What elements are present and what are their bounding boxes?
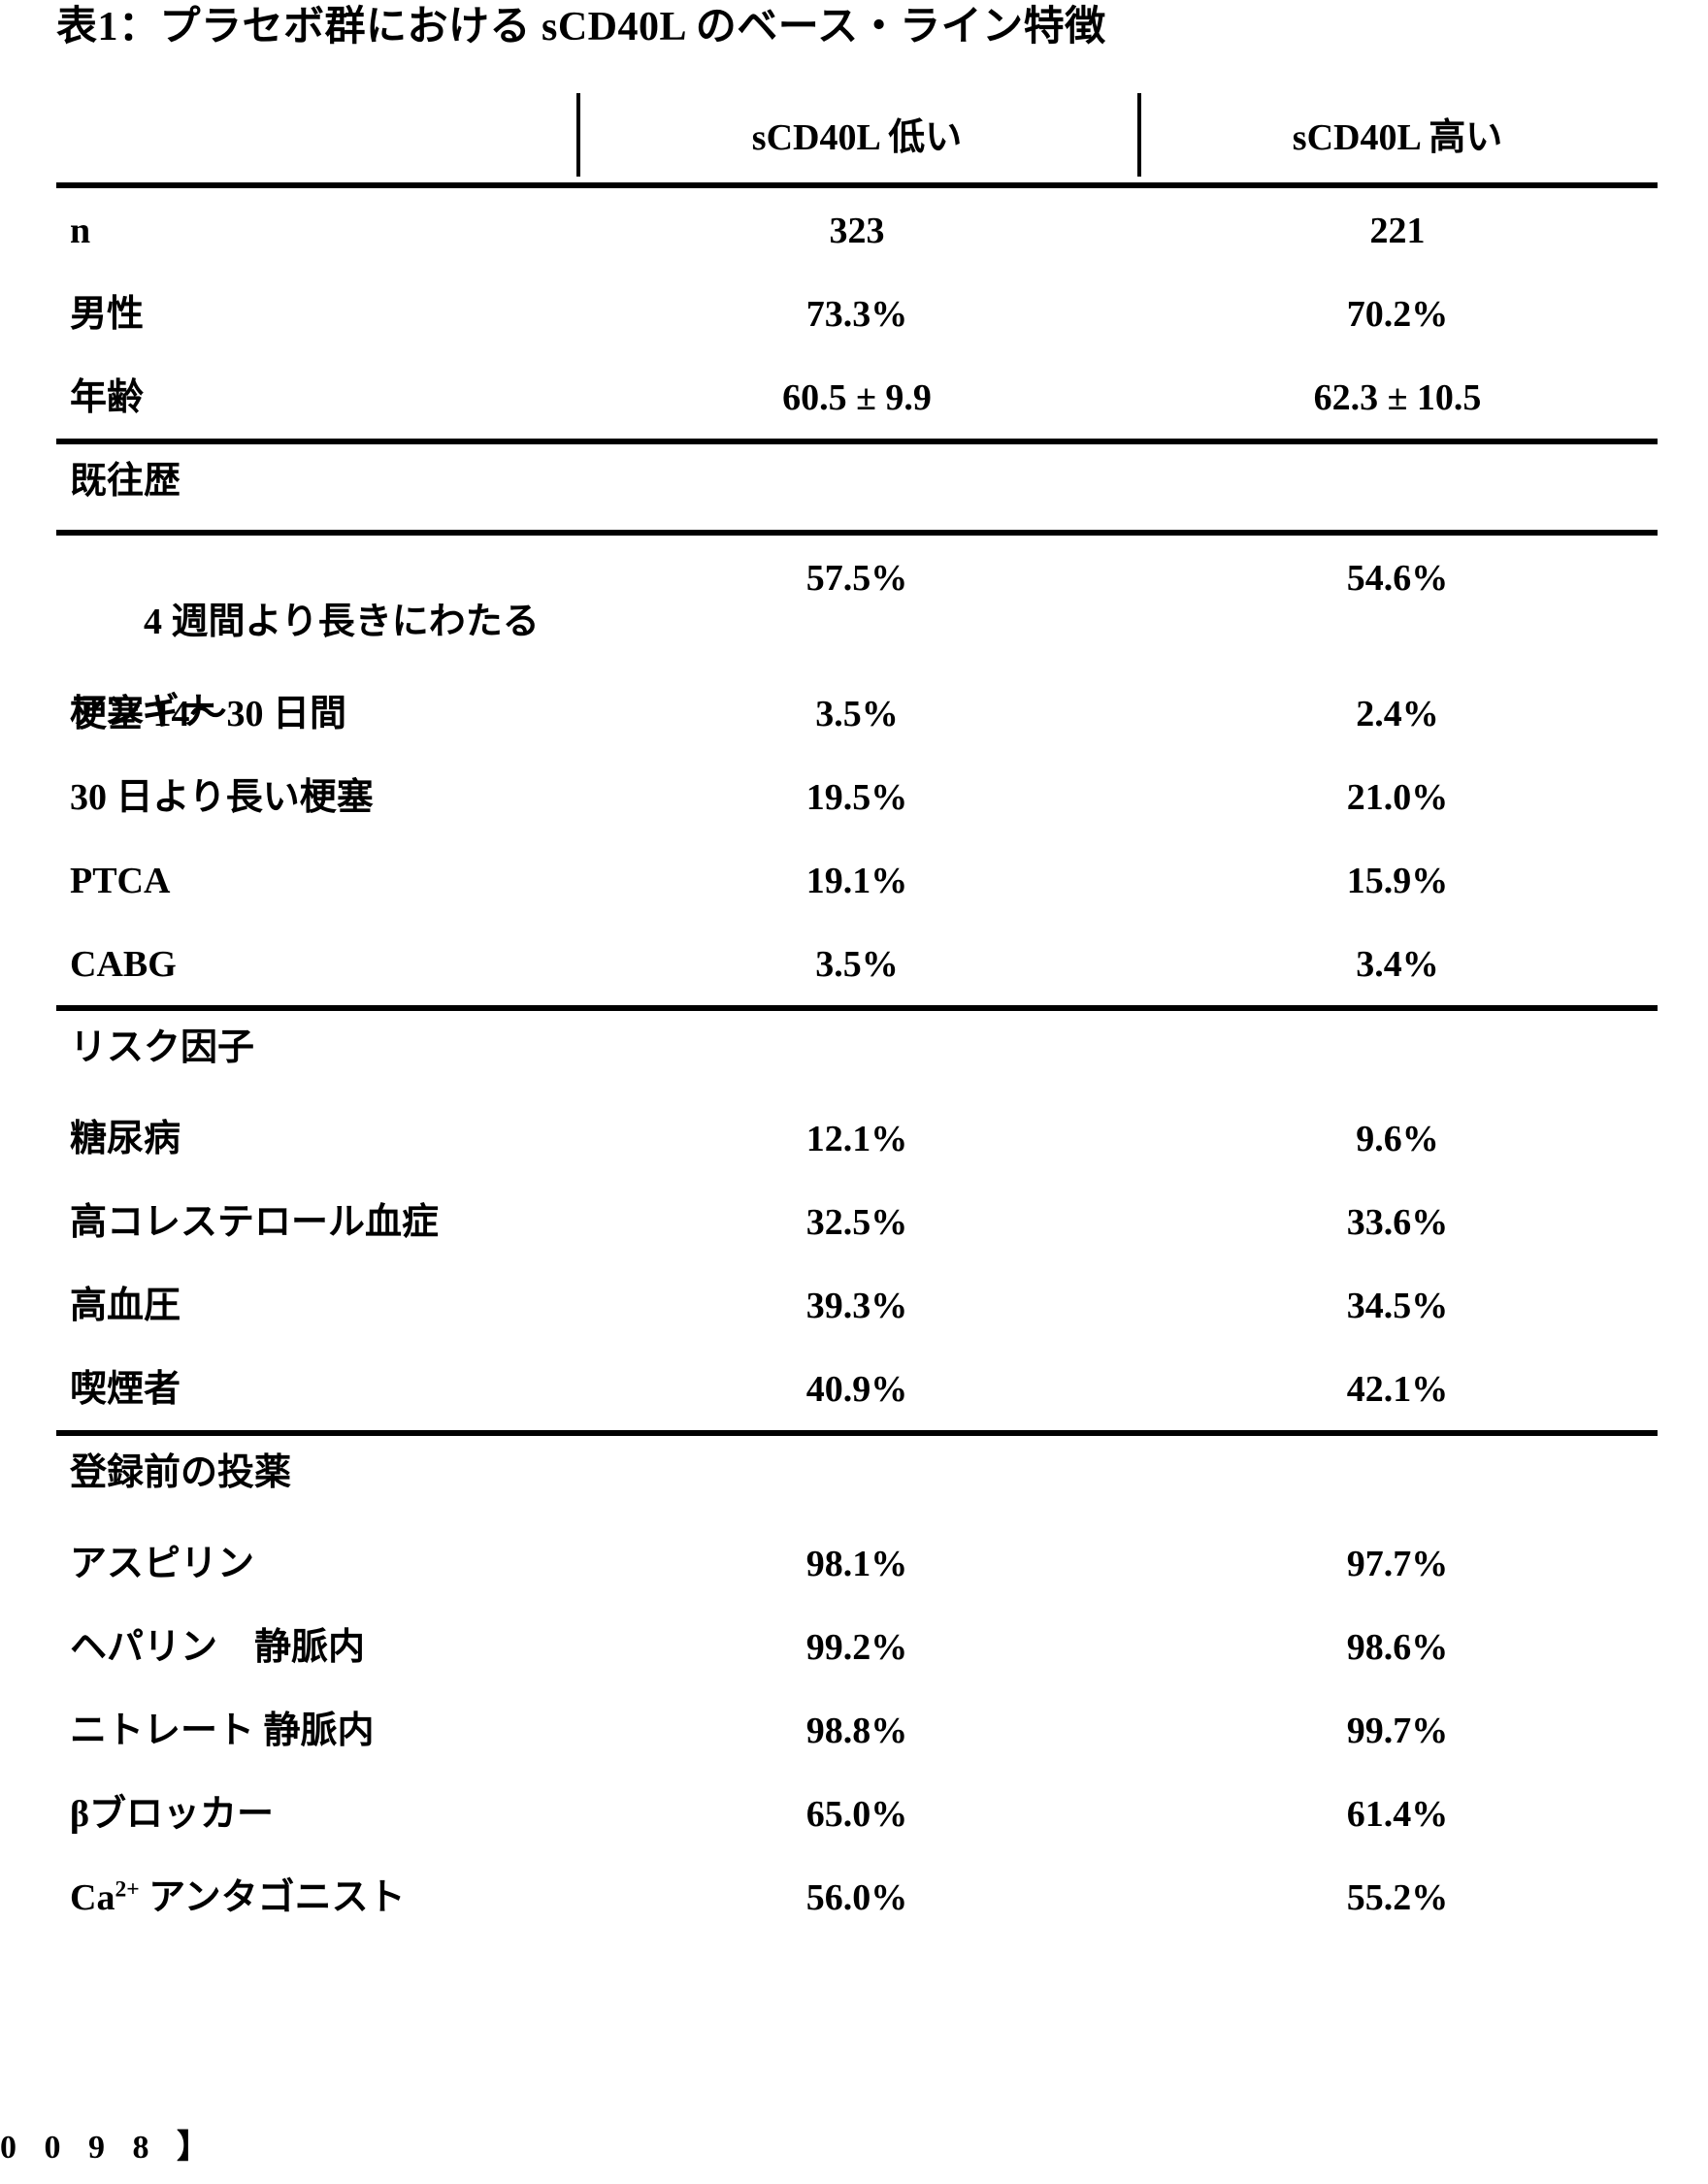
table-row: PTCA 19.1% 15.9% bbox=[56, 838, 1658, 922]
row-value-high: 33.6% bbox=[1137, 1201, 1658, 1245]
row-value-low: 40.9% bbox=[576, 1368, 1137, 1412]
row-label: 高血圧 bbox=[70, 1285, 613, 1328]
row-label: PTCA bbox=[70, 860, 613, 903]
row-value-high: 34.5% bbox=[1137, 1285, 1658, 1328]
row-label: ニトレート 静脈内 bbox=[70, 1710, 613, 1753]
row-value-high: 9.6% bbox=[1137, 1118, 1658, 1161]
table-row: βブロッカー 65.0% 61.4% bbox=[56, 1772, 1658, 1855]
row-value-high: 2.4% bbox=[1137, 693, 1658, 736]
row-label: アスピリン bbox=[70, 1543, 613, 1586]
section-heading-premedication: 登録前の投薬 bbox=[70, 1451, 291, 1495]
row-value-low: 39.3% bbox=[576, 1285, 1137, 1328]
row-value-low: 60.5 ± 9.9 bbox=[576, 376, 1137, 420]
table-row: 梗塞 14〜30 日間 3.5% 2.4% bbox=[56, 671, 1658, 755]
row-value-high: 42.1% bbox=[1137, 1368, 1658, 1412]
row-value-high: 70.2% bbox=[1137, 293, 1658, 337]
table-row: 高コレステロール血症 32.5% 33.6% bbox=[56, 1180, 1658, 1263]
table-row: ヘパリン 静脈内 99.2% 98.6% bbox=[56, 1605, 1658, 1688]
row-value-low: 56.0% bbox=[576, 1876, 1137, 1920]
table-row: Ca2+ アンタゴニスト 56.0% 55.2% bbox=[56, 1855, 1658, 1939]
row-value-high: 99.7% bbox=[1137, 1710, 1658, 1753]
row-label: βブロッカー bbox=[70, 1793, 613, 1837]
row-label: 糖尿病 bbox=[70, 1118, 613, 1161]
baseline-characteristics-table: sCD40L 低い sCD40L 高い n 323 221 男性 73.3% 7… bbox=[56, 93, 1658, 1939]
page-title: 表1：プラセボ群における sCD40L のベース・ライン特徴 bbox=[56, 4, 1106, 50]
table-row: 年齢 60.5 ± 9.9 62.3 ± 10.5 bbox=[56, 355, 1658, 439]
row-label-line1: 4 週間より長きにわたる bbox=[144, 602, 540, 642]
row-value-high: 3.4% bbox=[1137, 943, 1658, 987]
table-row: 糖尿病 12.1% 9.6% bbox=[56, 1096, 1658, 1180]
table-header-row: sCD40L 低い sCD40L 高い bbox=[56, 93, 1658, 182]
section-heading-row: 登録前の投薬 bbox=[56, 1436, 1658, 1521]
section-heading-medical-history: 既往歴 bbox=[70, 460, 181, 504]
column-header-scd40l-low: sCD40L 低い bbox=[576, 107, 1137, 160]
section-heading-row: リスク因子 bbox=[56, 1011, 1658, 1096]
row-value-high: 221 bbox=[1137, 210, 1658, 253]
row-value-low: 19.5% bbox=[576, 776, 1137, 820]
document-page: 表1：プラセボ群における sCD40L のベース・ライン特徴 sCD40L 低い… bbox=[0, 0, 1708, 2184]
row-label: 男性 bbox=[70, 293, 613, 337]
row-value-high: 21.0% bbox=[1137, 776, 1658, 820]
row-value-high: 15.9% bbox=[1137, 860, 1658, 903]
table-row: ニトレート 静脈内 98.8% 99.7% bbox=[56, 1688, 1658, 1772]
row-value-high: 54.6% bbox=[1137, 557, 1658, 601]
row-value-low: 19.1% bbox=[576, 860, 1137, 903]
row-value-low: 65.0% bbox=[576, 1793, 1137, 1837]
row-label: Ca2+ アンタゴニスト bbox=[70, 1876, 613, 1920]
row-value-high: 55.2% bbox=[1137, 1876, 1658, 1920]
row-label: 年齢 bbox=[70, 376, 613, 420]
table-row: 4 週間より長きにわたる アンギナ 57.5% 54.6% bbox=[56, 536, 1658, 671]
row-label: CABG bbox=[70, 943, 613, 987]
table-row: 喫煙者 40.9% 42.1% bbox=[56, 1347, 1658, 1430]
column-header-scd40l-high: sCD40L 高い bbox=[1137, 107, 1658, 160]
row-value-low: 3.5% bbox=[576, 943, 1137, 987]
row-value-low: 323 bbox=[576, 210, 1137, 253]
row-label: 梗塞 14〜30 日間 bbox=[70, 693, 613, 736]
page-footer-number: 0 0 9 8 】 bbox=[0, 2120, 219, 2168]
row-label: 高コレステロール血症 bbox=[70, 1201, 613, 1245]
row-value-low: 98.8% bbox=[576, 1710, 1137, 1753]
row-value-low: 73.3% bbox=[576, 293, 1137, 337]
row-value-low: 3.5% bbox=[576, 693, 1137, 736]
row-value-low: 32.5% bbox=[576, 1201, 1137, 1245]
row-label: n bbox=[70, 210, 613, 253]
row-value-low: 99.2% bbox=[576, 1626, 1137, 1670]
row-label: ヘパリン 静脈内 bbox=[70, 1626, 613, 1670]
table-row: n 323 221 bbox=[56, 188, 1658, 272]
row-value-high: 62.3 ± 10.5 bbox=[1137, 376, 1658, 420]
row-label: 喫煙者 bbox=[70, 1368, 613, 1412]
row-value-low: 57.5% bbox=[576, 557, 1137, 601]
table-row: CABG 3.5% 3.4% bbox=[56, 922, 1658, 1005]
row-value-high: 61.4% bbox=[1137, 1793, 1658, 1837]
table-row: 30 日より長い梗塞 19.5% 21.0% bbox=[56, 755, 1658, 838]
section-heading-risk-factors: リスク因子 bbox=[70, 1027, 254, 1070]
row-value-high: 97.7% bbox=[1137, 1543, 1658, 1586]
row-value-high: 98.6% bbox=[1137, 1626, 1658, 1670]
table-row: 男性 73.3% 70.2% bbox=[56, 272, 1658, 355]
section-heading-row: 既往歴 bbox=[56, 444, 1658, 530]
row-value-low: 12.1% bbox=[576, 1118, 1137, 1161]
row-label: 30 日より長い梗塞 bbox=[70, 776, 613, 820]
table-row: 高血圧 39.3% 34.5% bbox=[56, 1263, 1658, 1347]
row-value-low: 98.1% bbox=[576, 1543, 1137, 1586]
table-row: アスピリン 98.1% 97.7% bbox=[56, 1521, 1658, 1605]
